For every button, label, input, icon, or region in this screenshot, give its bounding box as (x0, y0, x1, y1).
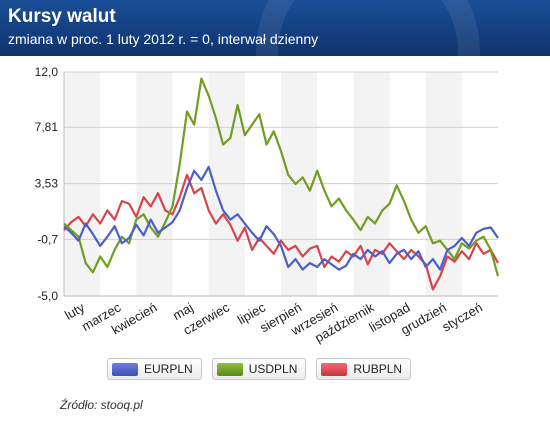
legend-item-rubpln[interactable]: RUBPLN (316, 358, 412, 380)
y-tick-label: 12,0 (35, 65, 59, 79)
legend-swatch-rubpln (321, 362, 348, 376)
y-tick-label: -5,0 (37, 289, 58, 303)
legend-item-usdpln[interactable]: USDPLN (211, 358, 307, 380)
legend-label-rubpln: RUBPLN (353, 362, 403, 376)
legend-label-usdpln: USDPLN (248, 362, 298, 376)
chart-title: Kursy walut (8, 6, 116, 27)
legend: EURPLN USDPLN RUBPLN (107, 358, 412, 380)
grid-lines (63, 71, 498, 297)
series-line-eurpln (63, 165, 499, 271)
legend-swatch-usdpln (216, 362, 243, 376)
legend-swatch-eurpln (112, 362, 138, 376)
chart-header: Kursy walut zmiana w proc. 1 luty 2012 r… (0, 0, 550, 56)
legend-label-eurpln: EURPLN (144, 362, 193, 376)
y-axis: 12,0 7,81 3,53 -0,7 -5,0 (35, 65, 59, 303)
source-note: Źródło: stooq.pl (60, 398, 143, 412)
y-tick-label: -0,7 (37, 232, 58, 246)
y-tick-label: 7,81 (35, 120, 59, 134)
y-tick-label: 3,53 (35, 177, 59, 191)
series-lines (63, 77, 500, 291)
chart-subtitle: zmiana w proc. 1 luty 2012 r. = 0, inter… (8, 31, 319, 47)
header-decoration (256, 0, 480, 56)
legend-item-eurpln[interactable]: EURPLN (107, 358, 202, 380)
x-tick-label: styczeń (439, 300, 485, 335)
series-line-usdpln (63, 77, 500, 277)
